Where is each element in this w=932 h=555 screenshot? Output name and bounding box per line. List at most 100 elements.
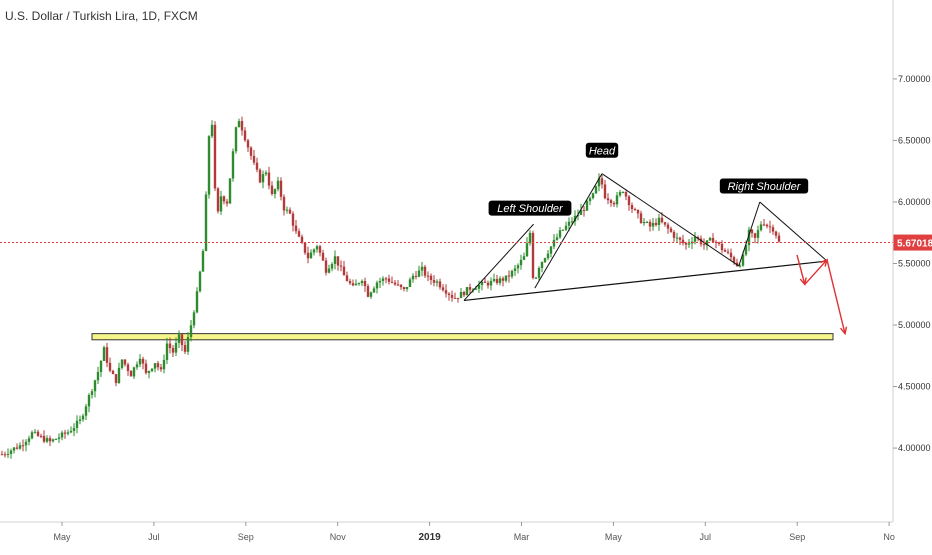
- candle-body: [777, 235, 781, 242]
- candle-body: [552, 239, 556, 247]
- candle-body: [426, 275, 430, 277]
- candle-body: [732, 257, 736, 263]
- candle-body: [510, 270, 514, 277]
- candle-body: [165, 343, 169, 360]
- candle-body: [744, 245, 748, 255]
- candle-body: [450, 294, 454, 298]
- candle-body: [651, 222, 655, 227]
- candle-body: [195, 291, 199, 313]
- pattern-line: [463, 223, 534, 301]
- candle-body: [66, 432, 70, 434]
- candle-body: [741, 254, 745, 266]
- candle-body: [522, 256, 526, 260]
- candle-body: [168, 343, 172, 349]
- candle-body: [255, 162, 259, 170]
- candle-body: [345, 275, 349, 282]
- candle-body: [459, 291, 463, 299]
- candle-body: [312, 249, 316, 253]
- candle-body: [444, 290, 448, 294]
- candle-body: [243, 130, 247, 141]
- candle-body: [717, 242, 721, 244]
- last-price-tag: [893, 234, 932, 251]
- candle-body: [348, 281, 352, 284]
- candle-body: [24, 441, 28, 446]
- candle-body: [159, 367, 163, 370]
- projection-arrow: [826, 259, 846, 334]
- candle-body: [150, 368, 154, 372]
- candle-body: [693, 237, 697, 242]
- candle-body: [318, 246, 322, 253]
- candle-body: [138, 358, 142, 365]
- candle-body: [360, 280, 364, 284]
- annotation-label: Left Shoulder: [497, 203, 564, 215]
- candle-body: [480, 281, 484, 285]
- candle-body: [723, 250, 727, 252]
- candle-body: [63, 432, 67, 434]
- candle-body: [603, 184, 607, 199]
- candle-body: [363, 280, 367, 287]
- plot-background: [0, 0, 893, 522]
- annotation-label-bg: [585, 142, 619, 158]
- candle-body: [495, 279, 499, 284]
- candle-body: [327, 268, 331, 273]
- candle-body: [429, 275, 433, 281]
- candle-body: [126, 364, 130, 371]
- y-tick-label: 4.00000: [898, 443, 931, 453]
- x-tick-label: May: [605, 532, 623, 542]
- candle-body: [300, 236, 304, 243]
- candle-body: [387, 278, 391, 282]
- candle-body: [234, 127, 238, 152]
- x-tick-label: 2019: [418, 532, 441, 543]
- candle-body: [486, 282, 490, 286]
- candle-body: [666, 224, 670, 229]
- candle-body: [51, 439, 55, 442]
- candle-body: [246, 140, 250, 148]
- candle-body: [69, 430, 73, 433]
- candle-body: [687, 243, 691, 245]
- candle-body: [261, 174, 265, 183]
- candle-body: [531, 232, 535, 278]
- candle-body: [144, 363, 148, 373]
- candle-body: [87, 394, 91, 407]
- candle-body: [306, 252, 310, 259]
- candle-body: [594, 186, 598, 194]
- candle-body: [639, 213, 643, 224]
- candle-body: [420, 266, 424, 271]
- candle-body: [72, 427, 76, 431]
- candle-body: [672, 231, 676, 238]
- candle-body: [156, 363, 160, 368]
- candle-body: [96, 372, 100, 381]
- last-price-value: 5.67018: [897, 239, 932, 250]
- candle-body: [393, 282, 397, 285]
- candle-body: [756, 230, 760, 238]
- candle-body: [642, 221, 646, 224]
- candle-body: [405, 286, 409, 289]
- candle-body: [333, 256, 337, 264]
- y-tick-label: 5.00000: [898, 320, 931, 330]
- candle-body: [759, 224, 763, 231]
- candle-body: [432, 280, 436, 283]
- y-tick-label: 4.50000: [898, 382, 931, 392]
- annotation-label-bg: [719, 178, 809, 194]
- candle-body: [396, 284, 400, 286]
- support-zone: [91, 333, 834, 341]
- candle-body: [183, 345, 187, 352]
- candle-body: [468, 287, 472, 290]
- candle-body: [711, 238, 715, 242]
- candle-body: [774, 231, 778, 236]
- candle-body: [750, 229, 754, 234]
- candle-body: [315, 246, 319, 250]
- candle-body: [540, 262, 544, 269]
- candle-body: [285, 209, 289, 211]
- candle-body: [657, 217, 661, 225]
- candle-body: [6, 453, 10, 455]
- candle-body: [153, 363, 157, 369]
- x-tick-label: May: [53, 532, 71, 542]
- candle-body: [36, 431, 40, 436]
- y-tick-label: 7.00000: [898, 74, 931, 84]
- candle-body: [339, 265, 343, 267]
- candle-body: [537, 268, 541, 278]
- candle-body: [267, 172, 271, 186]
- y-tick-label: 6.00000: [898, 197, 931, 207]
